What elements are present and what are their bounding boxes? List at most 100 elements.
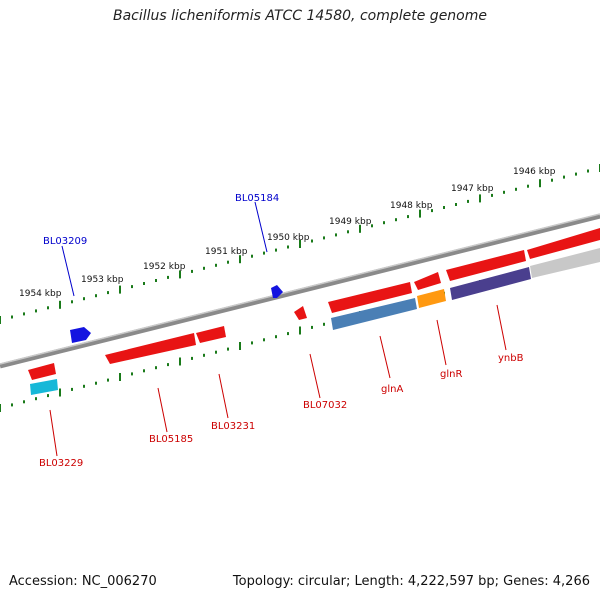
scale-minor-tick: [191, 356, 193, 360]
gene-label-glna[interactable]: glnA: [381, 384, 403, 395]
scale-minor-tick: [587, 169, 589, 173]
scale-minor-tick: [143, 282, 145, 285]
scale-minor-tick: [503, 190, 505, 194]
scale-minor-tick: [227, 260, 229, 264]
scale-label-1953: 1953 kbp: [81, 275, 124, 285]
scale-major-tick: [539, 179, 541, 188]
gene-label-bl07032[interactable]: BL07032: [303, 400, 347, 411]
scale-minor-tick: [431, 209, 433, 213]
scale-minor-tick: [251, 254, 253, 258]
scale-minor-tick: [263, 251, 265, 255]
scale-minor-tick: [347, 230, 349, 234]
scale-major-tick: [0, 316, 1, 324]
scale-minor-tick: [191, 269, 193, 273]
scale-major-tick: [239, 255, 241, 264]
gene-label-bl05185[interactable]: BL05185: [149, 434, 193, 445]
genome-backbone-highlight: [0, 213, 600, 365]
gene-glnr-feature[interactable]: [414, 272, 441, 290]
gene-bl05185-feature[interactable]: [105, 333, 196, 364]
scale-minor-tick: [23, 312, 25, 316]
scale-minor-tick: [203, 353, 205, 357]
scale-major-tick: [179, 357, 181, 366]
scale-minor-tick: [143, 369, 145, 373]
scale-minor-tick: [467, 199, 469, 203]
scale-label-1954: 1954 kbp: [19, 289, 62, 299]
scale-major-tick: [59, 300, 61, 309]
gene-label-bl03229[interactable]: BL03229: [39, 458, 83, 469]
scale-major-tick: [299, 240, 301, 248]
gene-bl07032-feature[interactable]: [294, 306, 307, 320]
scale-minor-tick: [215, 263, 217, 267]
gene-glna-feature[interactable]: [328, 282, 412, 313]
scale-label-1949: 1949 kbp: [329, 217, 372, 227]
gene-bl05184-feature[interactable]: [271, 285, 283, 298]
scale-minor-tick: [35, 309, 37, 313]
scale-major-tick: [239, 342, 241, 350]
scale-minor-tick: [131, 285, 133, 289]
gene-bl03229-feature[interactable]: [28, 363, 56, 380]
scale-minor-tick: [491, 193, 493, 197]
scale-minor-tick: [155, 279, 157, 282]
scale-minor-tick: [11, 315, 13, 319]
scale-minor-tick: [71, 387, 73, 391]
scale-minor-tick: [71, 300, 73, 304]
scale-minor-tick: [275, 335, 277, 339]
scale-minor-tick: [335, 233, 337, 237]
scale-minor-tick: [383, 221, 385, 225]
scale-minor-tick: [47, 306, 49, 310]
scale-minor-tick: [287, 332, 289, 336]
scale-minor-tick: [311, 325, 313, 329]
scale-minor-tick: [311, 239, 313, 243]
track-right-grey: [530, 248, 600, 278]
scale-minor-tick: [95, 381, 97, 385]
track-glnr-orange: [417, 289, 446, 308]
scale-minor-tick: [107, 291, 109, 295]
scale-minor-tick: [167, 363, 169, 367]
scale-major-tick: [119, 373, 121, 381]
gene-label-bl03209[interactable]: BL03209: [43, 236, 87, 247]
track-bl03229-cyan: [30, 379, 58, 395]
scale-minor-tick: [215, 350, 217, 354]
scale-minor-tick: [275, 248, 277, 252]
scale-minor-tick: [407, 215, 409, 219]
scale-minor-tick: [95, 294, 97, 298]
map-title: Bacillus licheniformis ATCC 14580, compl…: [113, 8, 487, 24]
scale-major-tick: [0, 404, 1, 412]
scale-major-tick: [419, 209, 421, 218]
scale-minor-tick: [323, 236, 325, 240]
leader-lines: [49, 201, 507, 457]
scale-minor-tick: [203, 266, 205, 270]
topology-text: Topology: circular; Length: 4,222,597 bp…: [232, 574, 590, 589]
scale-label-1946: 1946 kbp: [513, 167, 556, 177]
gene-label-bl05184[interactable]: BL05184: [235, 193, 279, 204]
gene-label-ynbb[interactable]: ynbB: [498, 353, 524, 364]
scale-minor-tick: [395, 218, 397, 222]
upper-scale-line: [0, 164, 600, 324]
scale-label-1950: 1950 kbp: [267, 233, 310, 243]
scale-label-1947: 1947 kbp: [451, 184, 494, 194]
gene-ynbb-feature[interactable]: [446, 250, 526, 281]
gene-label-bl03231[interactable]: BL03231: [211, 421, 255, 432]
scale-minor-tick: [107, 378, 109, 382]
scale-minor-tick: [83, 384, 85, 388]
scale-minor-tick: [251, 341, 253, 345]
gene-label-glnr[interactable]: glnR: [440, 369, 462, 380]
scale-major-tick: [119, 285, 121, 294]
scale-minor-tick: [527, 184, 529, 188]
scale-minor-tick: [575, 172, 577, 176]
gene-bl03231-feature[interactable]: [196, 326, 226, 343]
scale-minor-tick: [443, 206, 445, 209]
scale-minor-tick: [11, 403, 13, 407]
gene-bl03209-feature[interactable]: [70, 327, 91, 343]
accession-text: Accession: NC_006270: [9, 574, 157, 589]
scale-label-1948: 1948 kbp: [390, 201, 433, 211]
scale-minor-tick: [455, 203, 457, 206]
gene-right-edge-feature[interactable]: [527, 228, 600, 259]
scale-label-1952: 1952 kbp: [143, 262, 186, 272]
scale-minor-tick: [227, 347, 229, 351]
scale-minor-tick: [23, 400, 25, 404]
scale-minor-tick: [83, 297, 85, 301]
scale-major-tick: [59, 388, 61, 397]
scale-minor-tick: [287, 245, 289, 249]
